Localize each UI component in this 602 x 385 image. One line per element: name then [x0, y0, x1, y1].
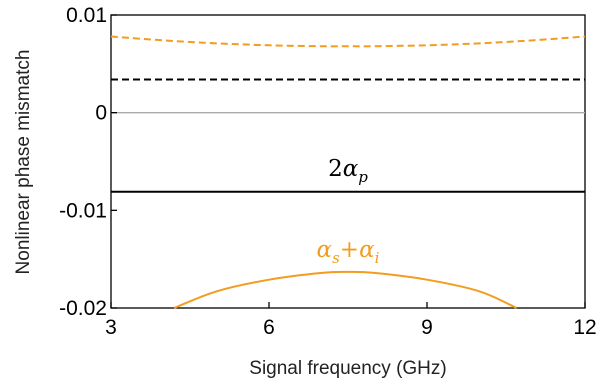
series-orange-dashed	[111, 36, 585, 46]
y-axis-title: Nonlinear phase mismatch	[13, 50, 34, 275]
y-tick-label: -0.02	[59, 297, 107, 320]
x-tick-label: 12	[573, 316, 596, 339]
annotation-2alpha-p: 2αp	[328, 156, 368, 186]
series-orange-solid	[174, 272, 516, 308]
y-tick-label: 0	[95, 102, 107, 125]
y-tick-label: -0.01	[59, 199, 107, 222]
x-tick-label: 6	[263, 316, 275, 339]
x-axis-title: Signal frequency (GHz)	[249, 358, 446, 379]
y-tick-label: 0.01	[66, 4, 107, 27]
x-tick-label: 9	[421, 316, 433, 339]
annotation-alpha-s-plus-alpha-i: αs+αi	[317, 237, 380, 267]
annotation-layer: 2αp αs+αi	[317, 156, 380, 267]
